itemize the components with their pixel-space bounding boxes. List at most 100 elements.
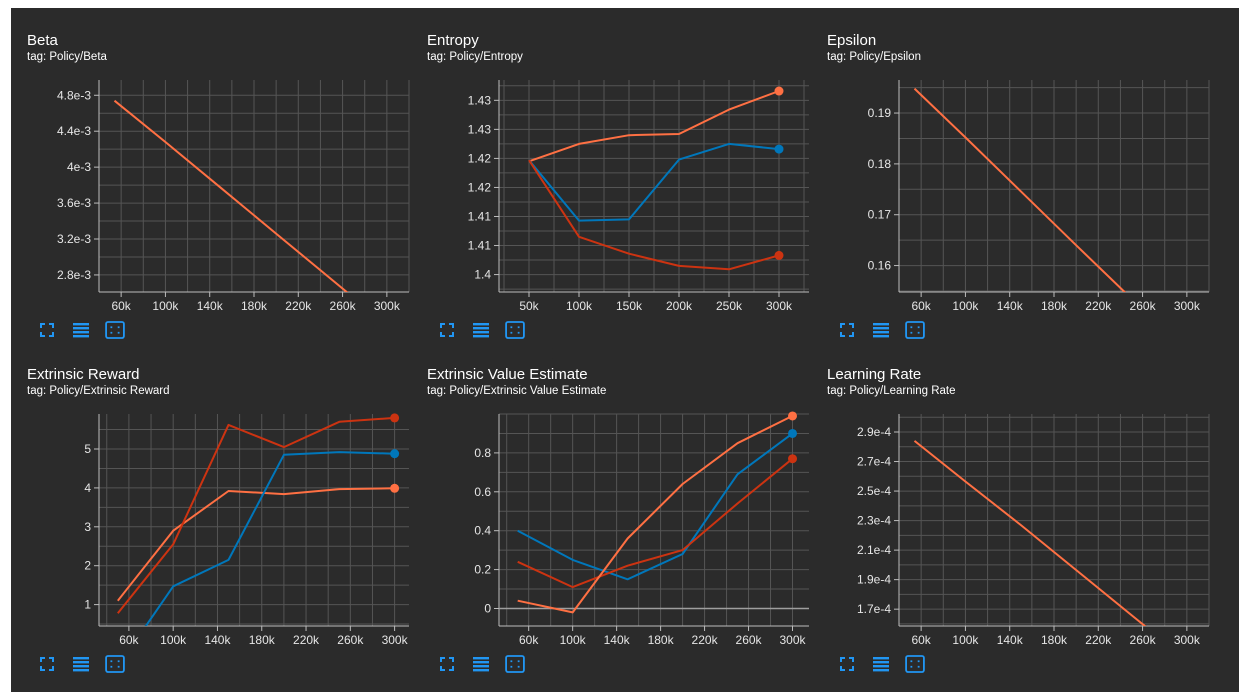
y-tick-label: 1.42 bbox=[468, 180, 492, 194]
y-tick-label: 1.9e-4 bbox=[857, 573, 891, 587]
series-end-point-2[interactable] bbox=[788, 411, 798, 421]
card-tag: tag: Policy/Epsilon bbox=[827, 51, 921, 63]
x-tick-label: 180k bbox=[241, 299, 268, 313]
x-tick-label: 100k bbox=[560, 633, 587, 647]
fit-domain-icon bbox=[905, 655, 925, 673]
y-tick-label: 0.19 bbox=[868, 106, 892, 120]
y-tick-label: 0.18 bbox=[868, 157, 892, 171]
fit-domain-icon bbox=[505, 655, 525, 673]
card-title: Extrinsic Reward bbox=[27, 366, 140, 383]
lines-icon bbox=[73, 323, 89, 338]
expand-button[interactable] bbox=[837, 320, 857, 340]
series-end-point-2[interactable] bbox=[774, 250, 784, 260]
x-tick-label: 220k bbox=[285, 299, 312, 313]
x-tick-label: 180k bbox=[1041, 299, 1068, 313]
fit-domain-icon bbox=[105, 321, 125, 339]
x-tick-label: 140k bbox=[204, 633, 231, 647]
x-tick-label: 220k bbox=[293, 633, 320, 647]
expand-button[interactable] bbox=[37, 320, 57, 340]
x-tick-label: 300k bbox=[779, 633, 806, 647]
card-epsilon: Epsilon tag: Policy/Epsilon 60k 100k 140k 1… bbox=[811, 8, 1211, 342]
series-line-0 bbox=[117, 487, 395, 602]
y-tick-label: 0.2 bbox=[474, 563, 491, 577]
x-tick-label: 220k bbox=[692, 633, 719, 647]
y-tick-label: 3 bbox=[84, 520, 91, 534]
expand-button[interactable] bbox=[837, 654, 857, 674]
y-tick-label: 1.41 bbox=[468, 239, 492, 253]
series-end-point-1[interactable] bbox=[788, 454, 798, 464]
x-tick-label: 300k bbox=[1174, 299, 1201, 313]
y-tick-label: 1.42 bbox=[468, 151, 492, 165]
x-tick-label: 200k bbox=[666, 299, 693, 313]
series-end-point-0[interactable] bbox=[788, 428, 798, 438]
series-group bbox=[113, 99, 349, 292]
fit-domain-button[interactable] bbox=[105, 320, 125, 340]
series-line-2 bbox=[144, 451, 395, 626]
toggle-y-log-button[interactable] bbox=[471, 654, 491, 674]
x-tick-label: 150k bbox=[616, 299, 643, 313]
y-tick-label: 2.8e-3 bbox=[57, 268, 91, 282]
chart-toolbar bbox=[837, 653, 925, 675]
x-tick-label: 60k bbox=[111, 299, 131, 313]
toggle-y-log-button[interactable] bbox=[71, 654, 91, 674]
x-tick-label: 180k bbox=[648, 633, 675, 647]
series-end-point-0[interactable] bbox=[390, 483, 400, 493]
grid bbox=[898, 80, 1210, 292]
y-tick-label: 5 bbox=[84, 442, 91, 456]
expand-icon bbox=[440, 323, 454, 337]
x-tick-label: 100k bbox=[566, 299, 593, 313]
chart-toolbar bbox=[437, 653, 525, 675]
y-tick-label: 4.4e-3 bbox=[57, 124, 91, 138]
toggle-y-log-button[interactable] bbox=[871, 320, 891, 340]
x-tick-label: 60k bbox=[911, 299, 931, 313]
series-end-point-2[interactable] bbox=[390, 449, 400, 459]
x-tick-label: 260k bbox=[330, 299, 357, 313]
y-tick-label: 0.6 bbox=[474, 485, 491, 499]
y-tick-label: 2 bbox=[84, 559, 91, 573]
x-tick-label: 260k bbox=[337, 633, 364, 647]
series-end-point-0[interactable] bbox=[774, 86, 784, 96]
y-tick-label: 1.41 bbox=[468, 209, 492, 223]
expand-button[interactable] bbox=[437, 654, 457, 674]
card-title: Learning Rate bbox=[827, 366, 922, 383]
series-line-0 bbox=[913, 87, 1127, 292]
fit-domain-button[interactable] bbox=[505, 320, 525, 340]
lines-icon bbox=[473, 657, 489, 672]
y-tick-label: 1.7e-4 bbox=[857, 602, 891, 616]
y-tick-label: 2.7e-4 bbox=[857, 455, 891, 469]
grid bbox=[499, 80, 809, 292]
x-tick-label: 100k bbox=[160, 633, 187, 647]
series-group bbox=[117, 416, 395, 626]
expand-button[interactable] bbox=[37, 654, 57, 674]
card-title: Entropy bbox=[427, 32, 479, 49]
x-tick-label: 260k bbox=[1130, 299, 1157, 313]
card-title: Extrinsic Value Estimate bbox=[427, 366, 588, 383]
expand-icon bbox=[40, 323, 54, 337]
fit-domain-button[interactable] bbox=[105, 654, 125, 674]
series-line-1 bbox=[528, 142, 780, 222]
card-title: Beta bbox=[27, 32, 58, 49]
series-end-point-1[interactable] bbox=[390, 413, 400, 423]
series-end-point-1[interactable] bbox=[774, 144, 784, 154]
x-tick-label: 300k bbox=[374, 299, 401, 313]
toggle-y-log-button[interactable] bbox=[871, 654, 891, 674]
chart-toolbar bbox=[437, 319, 525, 341]
x-tick-label: 100k bbox=[152, 299, 179, 313]
x-tick-label: 100k bbox=[952, 299, 979, 313]
card-entropy: Entropy tag: Policy/Entropy 50k 100k 150k 2… bbox=[411, 8, 811, 342]
dashboard: Beta tag: Policy/Beta 60k 100k 140k 180k 220… bbox=[11, 8, 1239, 692]
fit-domain-button[interactable] bbox=[905, 654, 925, 674]
fit-domain-button[interactable] bbox=[905, 320, 925, 340]
fit-domain-button[interactable] bbox=[505, 654, 525, 674]
y-tick-label: 4e-3 bbox=[67, 160, 91, 174]
toggle-y-log-button[interactable] bbox=[471, 320, 491, 340]
y-tick-label: 1.43 bbox=[468, 93, 492, 107]
expand-button[interactable] bbox=[437, 320, 457, 340]
x-tick-label: 60k bbox=[119, 633, 139, 647]
y-tick-label: 0 bbox=[484, 601, 491, 615]
toggle-y-log-button[interactable] bbox=[71, 320, 91, 340]
expand-icon bbox=[840, 657, 854, 671]
grid bbox=[499, 413, 809, 626]
chart-beta: 60k 100k 140k 180k 220k 260k 300k 2.8e-3 3.2e-3 3… bbox=[57, 80, 410, 313]
y-tick-label: 0.16 bbox=[868, 259, 892, 273]
